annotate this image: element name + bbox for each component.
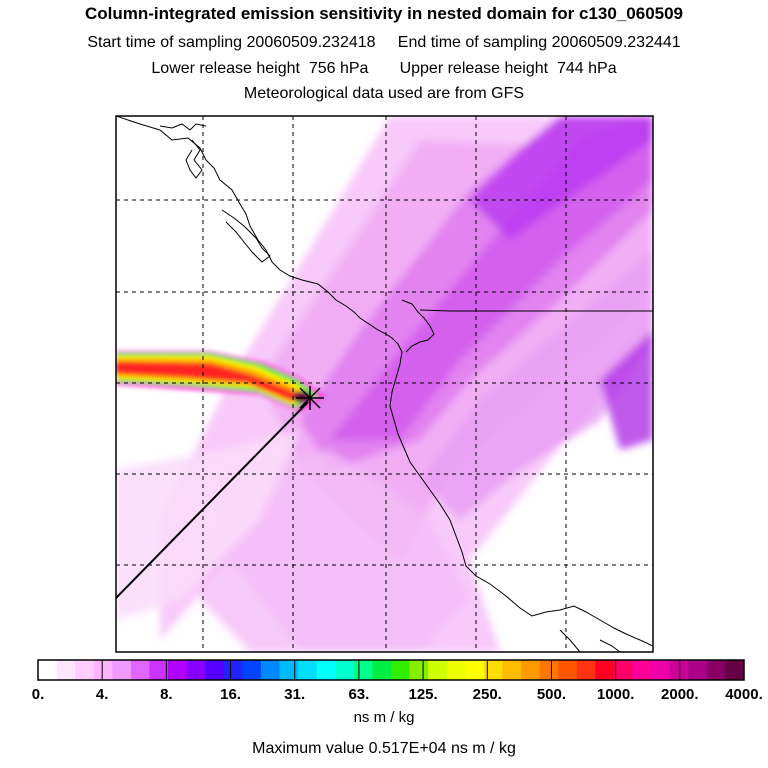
- sensitivity-band-east: [600, 330, 653, 450]
- colorbar-swatch: [168, 660, 188, 680]
- coastline-peninsula: [401, 299, 435, 353]
- sampling-time-line: Start time of sampling 20060509.232418 E…: [0, 34, 768, 52]
- colorbar-tick-label: 4.: [95, 686, 109, 703]
- colorbar-swatch: [223, 660, 243, 680]
- colorbar-swatch: [521, 660, 541, 680]
- colorbar-tick-label: 8.: [160, 686, 173, 703]
- colorbar-swatch: [706, 660, 726, 680]
- colorbar-swatch: [130, 660, 150, 680]
- colorbar-swatch: [632, 660, 652, 680]
- colorbar-tick-label: 2000.: [661, 686, 699, 703]
- map-field: [116, 116, 653, 652]
- colorbar-swatch: [75, 660, 95, 680]
- colorbar-swatch: [558, 660, 578, 680]
- colorbar: [37, 659, 745, 681]
- release-height-line: Lower release height 756 hPa Upper relea…: [0, 60, 768, 78]
- colorbar-swatch: [576, 660, 596, 680]
- colorbar-tick-label: 4000.: [725, 686, 763, 703]
- colorbar-swatch: [428, 660, 448, 680]
- colorbar-units: ns m / kg: [353, 709, 415, 726]
- colorbar-swatch: [502, 660, 522, 680]
- release-point-marker: [296, 386, 324, 410]
- sensitivity-field: [116, 116, 653, 652]
- colorbar-swatch: [483, 660, 503, 680]
- sensitivity-band-southeast: [420, 250, 653, 520]
- colorbar-swatch: [205, 660, 225, 680]
- colorbar-swatch: [298, 660, 318, 680]
- colorbar-swatch: [112, 660, 132, 680]
- colorbar-swatch: [335, 660, 355, 680]
- sensitivity-band-core: [330, 116, 653, 440]
- colorbar-tick-label: 500.: [536, 686, 567, 703]
- plot-title: Column-integrated emission sensitivity i…: [84, 4, 684, 23]
- colorbar-tick-label: 0.: [31, 686, 45, 703]
- colorbar-swatch: [353, 660, 373, 680]
- lower-value: 756 hPa: [308, 60, 369, 77]
- colorbar-swatch: [688, 660, 708, 680]
- colorbar-swatch: [38, 660, 58, 680]
- colorbar-swatch: [539, 660, 559, 680]
- upper-label: Upper release height: [399, 60, 549, 77]
- colorbar-swatch: [595, 660, 615, 680]
- lower-label: Lower release height: [151, 60, 300, 77]
- end-value: 20060509.232441: [551, 34, 681, 51]
- max-value-line: Maximum value 0.517E+04 ns m / kg: [0, 740, 768, 758]
- colorbar-swatch: [409, 660, 429, 680]
- colorbar-tick-label: 16.: [220, 686, 241, 703]
- colorbar-tick-label: 125.: [408, 686, 438, 703]
- map-grid: [116, 116, 653, 652]
- sensitivity-band-top: [470, 116, 653, 240]
- coastline: [116, 116, 653, 652]
- end-label: End time of sampling: [397, 34, 548, 51]
- release-plume: [116, 351, 325, 412]
- colorbar-swatch: [613, 660, 634, 680]
- start-value: 20060509.232418: [246, 34, 376, 51]
- colorbar-frame: [37, 659, 745, 681]
- flight-track-line: [115, 401, 309, 599]
- colorbar-swatch: [651, 660, 671, 680]
- coastline-main: [116, 116, 653, 647]
- colorbar-swatch: [149, 660, 169, 680]
- coastline-east: [159, 123, 207, 131]
- colorbar-swatch: [669, 660, 689, 680]
- colorbar-swatch: [391, 660, 411, 680]
- colorbar-tick-label: 63.: [348, 686, 370, 703]
- max-value-units: ns m / kg: [450, 740, 516, 757]
- colorbar-swatch: [56, 660, 76, 680]
- colorbar-swatch: [725, 660, 745, 680]
- upper-value: 744 hPa: [557, 60, 617, 77]
- colorbar-swatch: [279, 660, 299, 680]
- colorbar-swatch: [260, 660, 281, 680]
- map-frame: [115, 115, 654, 653]
- coastline-north-island: [185, 139, 203, 179]
- colorbar-swatch: [372, 660, 392, 680]
- max-value: 0.517E+04: [368, 740, 447, 757]
- start-label: Start time of sampling: [87, 34, 243, 51]
- colorbar-tick-label: 1000.: [596, 686, 635, 703]
- colorbar-swatch: [316, 660, 336, 680]
- sensitivity-band-southwest: [116, 430, 300, 620]
- colorbar-swatch: [446, 660, 466, 680]
- plume-red: [116, 362, 306, 399]
- coastline-south-island: [559, 629, 581, 652]
- colorbar-swatch: [465, 660, 485, 680]
- max-value-label: Maximum value: [252, 740, 365, 757]
- colorbar-tick-label: 31.: [284, 686, 306, 703]
- colorbar-swatch: [186, 660, 206, 680]
- coastline-bay: [221, 209, 271, 263]
- coastline-southeast: [599, 639, 621, 652]
- colorbar-swatch: [93, 660, 113, 680]
- colorbar-tick-label: 250.: [472, 686, 502, 703]
- country-border-north: [419, 309, 653, 312]
- release-star-stroke-d2: [299, 387, 321, 409]
- colorbar-swatch: [242, 660, 262, 680]
- met-data-line: Meteorological data used are from GFS: [243, 85, 525, 102]
